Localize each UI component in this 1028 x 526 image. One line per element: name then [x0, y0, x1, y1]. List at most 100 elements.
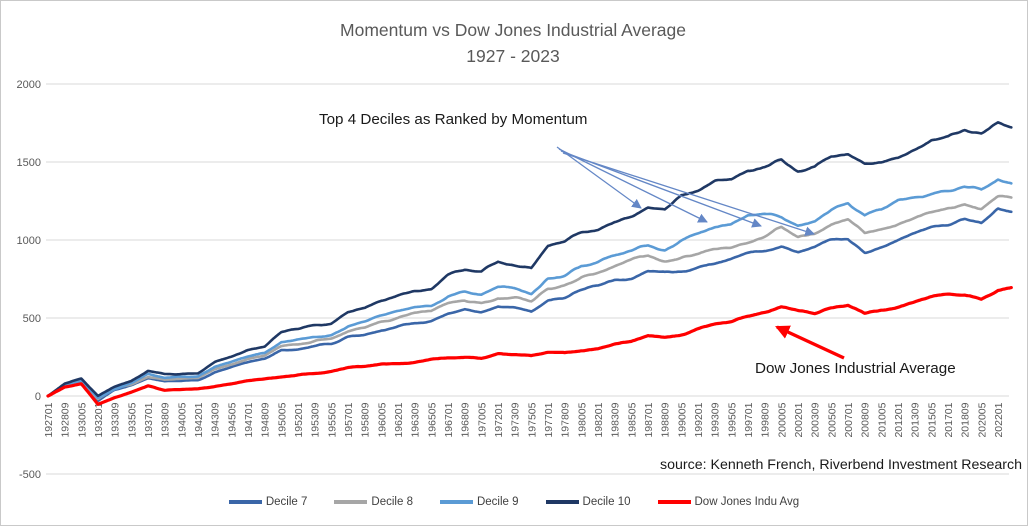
x-tick-label-198005: 198005: [576, 402, 588, 437]
x-tick-label-195201: 195201: [293, 402, 305, 437]
x-tick-label-196701: 196701: [443, 402, 455, 437]
y-axis-labels: 2000 1500 1000 500 0 -500: [17, 79, 41, 481]
gridlines: [46, 83, 1009, 475]
x-tick-label-196005: 196005: [376, 402, 388, 437]
legend: Decile 7 Decile 8 Decile 9 Decile 10 Dow Jon…: [1, 496, 1027, 508]
x-tick-label-196809: 196809: [460, 402, 472, 437]
x-tick-label-198505: 198505: [626, 402, 638, 437]
x-tick-label-200809: 200809: [860, 402, 872, 437]
x-tick-label-192809: 192809: [60, 402, 72, 437]
legend-swatch: [228, 500, 262, 504]
legend-label: Decile 8: [371, 496, 413, 508]
y-tick-label-1500: 1500: [17, 157, 41, 169]
legend-label: Dow Jones Indu Avg: [694, 496, 800, 508]
series-line-decile-10: [46, 121, 1013, 398]
x-tick-label-200005: 200005: [776, 402, 788, 437]
x-tick-label-199505: 199505: [726, 402, 738, 437]
series-lines: [46, 121, 1013, 406]
x-tick-label-200505: 200505: [826, 402, 838, 437]
x-tick-label-196505: 196505: [426, 402, 438, 437]
x-tick-label-195005: 195005: [276, 402, 288, 437]
x-tick-label-198201: 198201: [593, 402, 605, 437]
x-tick-label-196201: 196201: [393, 402, 405, 437]
x-tick-label-197309: 197309: [510, 402, 522, 437]
legend-item-dow-jones-indu-avg: Dow Jones Indu Avg: [657, 496, 800, 508]
chart-title-line1: Momentum vs Dow Jones Industrial Average: [340, 20, 686, 40]
legend-label: Decile 9: [476, 496, 519, 508]
y-tick-label--500: -500: [19, 469, 41, 481]
x-tick-label-199201: 199201: [693, 402, 705, 437]
x-tick-label-201005: 201005: [876, 402, 888, 437]
x-tick-label-193309: 193309: [110, 402, 122, 437]
legend-swatch: [334, 500, 368, 504]
x-tick-label-194505: 194505: [226, 402, 238, 437]
x-tick-label-195701: 195701: [343, 402, 355, 437]
x-tick-label-201309: 201309: [910, 402, 922, 437]
x-tick-label-198701: 198701: [643, 402, 655, 437]
legend-item-decile-8: Decile 8: [334, 496, 413, 508]
x-tick-label-194201: 194201: [193, 402, 205, 437]
series-line-decile-7: [46, 207, 1013, 403]
y-tick-label-0: 0: [35, 391, 41, 403]
series-line-decile-8: [46, 194, 1013, 401]
x-tick-label-193005: 193005: [76, 402, 88, 437]
source-note: source: Kenneth French, Riverbend Invest…: [660, 457, 1022, 473]
legend-label: Decile 7: [265, 496, 308, 508]
x-tick-label-197005: 197005: [476, 402, 488, 437]
x-tick-label-196309: 196309: [410, 402, 422, 437]
legend-item-decile-7: Decile 7: [228, 496, 308, 508]
annotation-arrows: [556, 146, 845, 360]
legend-label: Decile 10: [582, 496, 631, 508]
x-tick-label-202005: 202005: [976, 402, 988, 437]
x-tick-label-198309: 198309: [610, 402, 622, 437]
x-tick-label-201201: 201201: [893, 402, 905, 437]
deciles-arrow-2: [558, 148, 708, 223]
series-line-dow-jones-indu-avg: [46, 286, 1013, 406]
x-tick-label-199005: 199005: [676, 402, 688, 437]
x-tick-label-195809: 195809: [360, 402, 372, 437]
legend-swatch: [439, 500, 473, 504]
deciles-arrow-1: [556, 146, 642, 209]
x-tick-label-201809: 201809: [960, 402, 972, 437]
x-tick-label-201505: 201505: [926, 402, 938, 437]
series-line-decile-9: [46, 178, 1013, 400]
chart-title-line2: 1927 - 2023: [466, 46, 559, 66]
legend-swatch: [545, 500, 579, 504]
x-tick-label-197809: 197809: [560, 402, 572, 437]
x-axis-labels: 192701 192809 193005 193201 193309 193505 1937…: [43, 402, 1005, 437]
legend-swatch: [657, 500, 691, 504]
x-tick-label-199309: 199309: [710, 402, 722, 437]
x-tick-label-202201: 202201: [993, 402, 1005, 437]
x-tick-label-194309: 194309: [210, 402, 222, 437]
x-tick-label-194701: 194701: [243, 402, 255, 437]
x-tick-label-197701: 197701: [543, 402, 555, 437]
legend-item-decile-9: Decile 9: [439, 496, 519, 508]
x-tick-label-194005: 194005: [176, 402, 188, 437]
x-tick-label-199701: 199701: [743, 402, 755, 437]
x-tick-label-194809: 194809: [260, 402, 272, 437]
x-tick-label-200201: 200201: [793, 402, 805, 437]
y-tick-label-2000: 2000: [17, 79, 41, 91]
x-tick-label-193505: 193505: [126, 402, 138, 437]
deciles-arrow-4: [562, 152, 815, 236]
djia-arrow: [775, 325, 845, 360]
x-tick-label-200701: 200701: [843, 402, 855, 437]
legend-item-decile-10: Decile 10: [545, 496, 631, 508]
x-tick-label-200309: 200309: [810, 402, 822, 437]
x-tick-label-197505: 197505: [526, 402, 538, 437]
x-tick-label-198809: 198809: [660, 402, 672, 437]
x-tick-label-192701: 192701: [43, 402, 55, 437]
x-tick-label-193809: 193809: [160, 402, 172, 437]
deciles-annotation-label: Top 4 Deciles as Ranked by Momentum: [319, 111, 587, 128]
x-tick-label-197201: 197201: [493, 402, 505, 437]
djia-annotation-label: Dow Jones Industrial Average: [755, 360, 956, 377]
x-tick-label-195505: 195505: [326, 402, 338, 437]
x-tick-label-193701: 193701: [143, 402, 155, 437]
y-tick-label-500: 500: [23, 313, 41, 325]
y-tick-label-1000: 1000: [17, 235, 41, 247]
x-tick-label-199809: 199809: [760, 402, 772, 437]
x-tick-label-193201: 193201: [93, 402, 105, 437]
x-tick-label-195309: 195309: [310, 402, 322, 437]
